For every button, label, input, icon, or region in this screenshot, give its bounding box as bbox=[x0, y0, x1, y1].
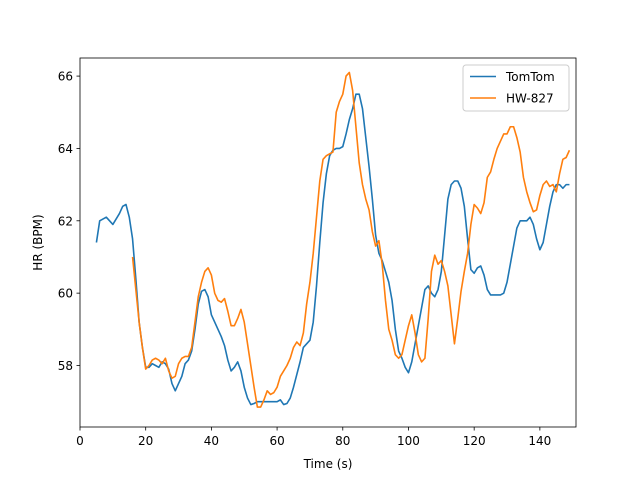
series-layer bbox=[95, 71, 571, 408]
y-tick-label: 60 bbox=[58, 287, 73, 301]
x-tick-label: 100 bbox=[397, 434, 420, 448]
x-tick-label: 120 bbox=[463, 434, 486, 448]
y-tick-label: 66 bbox=[58, 70, 73, 84]
x-tick-label: 40 bbox=[204, 434, 219, 448]
y-axis-ticks: 58 60 62 64 66 bbox=[58, 70, 80, 373]
legend: TomTom HW-827 bbox=[462, 64, 570, 112]
series-line-hw-827 bbox=[131, 71, 571, 408]
x-tick-label: 80 bbox=[335, 434, 350, 448]
y-tick-label: 58 bbox=[58, 359, 73, 373]
legend-label-hw-827: HW-827 bbox=[506, 92, 554, 106]
x-tick-label: 60 bbox=[269, 434, 284, 448]
plot-frame bbox=[79, 57, 577, 428]
x-tick-label: 0 bbox=[76, 434, 84, 448]
y-axis-label: HR (BPM) bbox=[31, 214, 45, 270]
x-tick-label: 140 bbox=[528, 434, 551, 448]
y-tick-label: 64 bbox=[58, 142, 73, 156]
legend-label-tomtom: TomTom bbox=[505, 70, 555, 84]
x-tick-label: 20 bbox=[138, 434, 153, 448]
series-line-tomtom bbox=[95, 93, 570, 406]
y-tick-label: 62 bbox=[58, 214, 73, 228]
x-axis-ticks: 0 20 40 60 80 100 120 140 bbox=[76, 427, 551, 448]
x-axis-label: Time (s) bbox=[303, 457, 353, 471]
